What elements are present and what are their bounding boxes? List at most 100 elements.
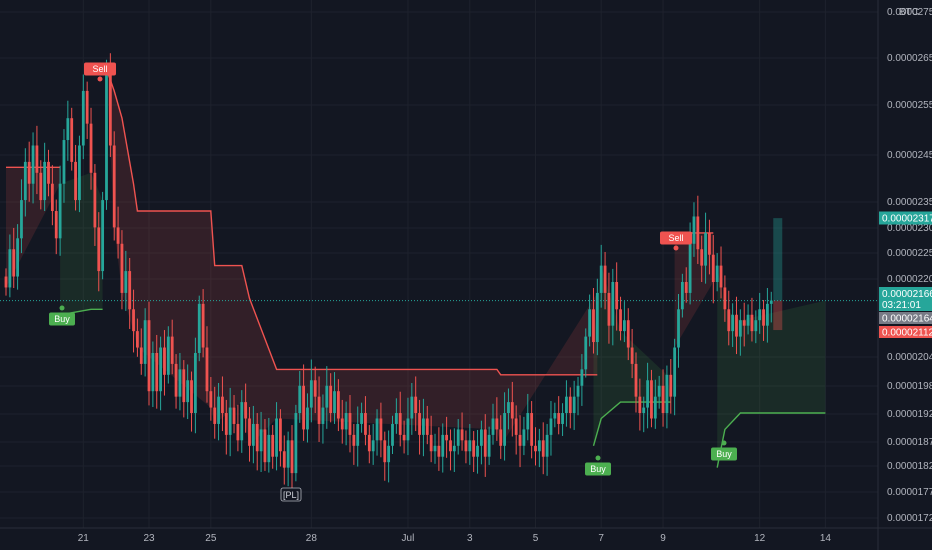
annotation-label: [PL] bbox=[283, 490, 299, 500]
candle-body bbox=[422, 418, 425, 435]
candle-body bbox=[445, 434, 449, 441]
candle-body bbox=[746, 314, 750, 326]
candle-body bbox=[263, 429, 267, 463]
candle-body bbox=[677, 309, 680, 348]
signal-label: Sell bbox=[92, 64, 107, 74]
last-price-tag-label: 0.00002166 bbox=[882, 289, 932, 300]
candle-body bbox=[240, 402, 244, 441]
candle-body bbox=[711, 254, 715, 282]
candle-body bbox=[371, 440, 375, 452]
candle-body bbox=[653, 396, 657, 419]
candle-body bbox=[182, 369, 186, 403]
countdown-label: 03:21:01 bbox=[882, 300, 921, 311]
price-axis-bg bbox=[878, 0, 932, 550]
candle-body bbox=[128, 271, 132, 310]
candle-body bbox=[375, 418, 379, 441]
time-tick-label: 23 bbox=[143, 533, 155, 544]
candle-body bbox=[406, 418, 410, 441]
candle-body bbox=[325, 385, 329, 408]
candle-body bbox=[8, 249, 12, 288]
candle-body bbox=[472, 440, 476, 457]
candle-body bbox=[750, 314, 754, 332]
candle-body bbox=[108, 74, 112, 146]
candle-body bbox=[23, 161, 27, 201]
candle-body bbox=[89, 123, 93, 173]
time-tick-label: 28 bbox=[306, 533, 318, 544]
candle-body bbox=[85, 90, 89, 124]
candle-body bbox=[16, 238, 19, 277]
candle-body bbox=[568, 396, 572, 414]
candle-body bbox=[731, 314, 735, 332]
candle-body bbox=[588, 309, 592, 337]
candle-body bbox=[62, 140, 66, 184]
candle-body bbox=[727, 309, 731, 332]
signal-dot bbox=[59, 305, 65, 311]
candle-body bbox=[12, 249, 16, 277]
candle-body bbox=[190, 380, 193, 414]
candle-body bbox=[507, 402, 510, 414]
candle-body bbox=[174, 363, 178, 397]
candle-body bbox=[769, 300, 773, 304]
candle-body bbox=[356, 423, 360, 446]
candle-body bbox=[367, 434, 371, 452]
candle-body bbox=[518, 434, 522, 446]
candle-body bbox=[20, 200, 23, 239]
candle-body bbox=[603, 265, 607, 293]
candle-body bbox=[715, 265, 719, 282]
signal-badge bbox=[660, 231, 692, 245]
candle-body bbox=[70, 118, 74, 162]
candle-body bbox=[425, 418, 429, 435]
candle-body bbox=[708, 232, 711, 255]
signal-markers: Sell Buy Sell Buy Buy [PL] bbox=[49, 62, 737, 502]
candle-body bbox=[217, 396, 220, 424]
candle-body bbox=[549, 418, 553, 435]
candle-body bbox=[499, 429, 503, 446]
candle-body bbox=[244, 402, 248, 419]
candle-body bbox=[719, 265, 723, 288]
candle-body bbox=[684, 282, 688, 293]
supertrend-line bbox=[105, 68, 598, 376]
candle-body bbox=[43, 161, 47, 201]
candle-body bbox=[414, 396, 418, 414]
candle-body bbox=[344, 413, 348, 430]
candle-body bbox=[306, 407, 309, 430]
candle-body bbox=[294, 413, 298, 474]
candle-body bbox=[638, 396, 642, 414]
candle-body bbox=[309, 380, 313, 408]
signal-dot bbox=[673, 245, 679, 251]
candle-body bbox=[646, 380, 649, 408]
candle-body bbox=[433, 445, 437, 452]
candle-body bbox=[758, 309, 762, 321]
candle-body bbox=[657, 385, 661, 397]
candle-body bbox=[321, 407, 325, 424]
candle-body bbox=[607, 292, 611, 326]
candle-body bbox=[630, 347, 634, 364]
candle-body bbox=[700, 249, 704, 266]
candle-body bbox=[221, 396, 224, 414]
target-price-tag-bg bbox=[879, 211, 932, 225]
candle-body bbox=[197, 303, 201, 353]
candle-body bbox=[383, 440, 387, 463]
candle-body bbox=[522, 429, 526, 446]
candle-body bbox=[738, 320, 742, 337]
candle-body bbox=[460, 429, 464, 441]
supertrend-fill bbox=[60, 172, 103, 315]
candle-body bbox=[259, 429, 263, 452]
candle-body bbox=[483, 429, 487, 457]
stop-price-tag-label: 0.00002112 bbox=[882, 328, 932, 339]
candle-body bbox=[634, 363, 638, 397]
candle-body bbox=[441, 434, 445, 457]
candle-body bbox=[81, 90, 85, 146]
candle-body bbox=[213, 407, 217, 424]
time-axis[interactable]: 21 23 25 28 Jul 3 5 7 9 12 14 bbox=[0, 527, 932, 544]
candle-body bbox=[557, 413, 561, 424]
candle-body bbox=[661, 385, 665, 414]
